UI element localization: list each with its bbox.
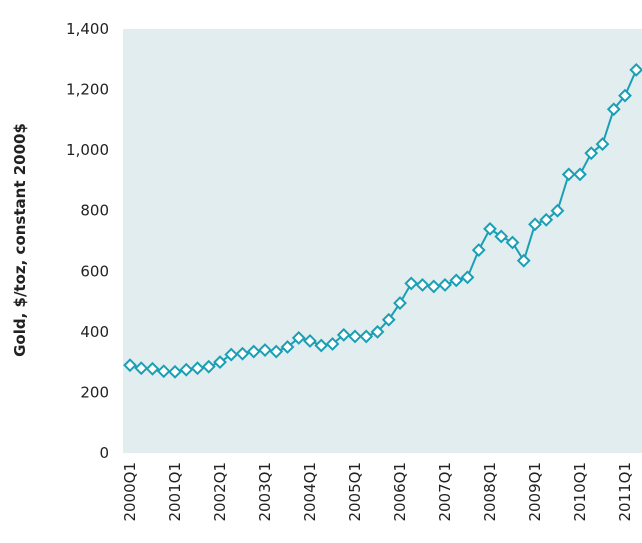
- y-tick-label: 800: [80, 202, 109, 220]
- y-tick-label: 1,200: [66, 81, 109, 99]
- x-tick-label: 2005Q1: [346, 462, 364, 522]
- data-point: [438, 278, 452, 292]
- data-point: [370, 324, 385, 339]
- data-point: [404, 276, 419, 291]
- x-tick-label: 2004Q1: [301, 462, 319, 522]
- data-point: [573, 167, 587, 182]
- x-tick-label: 2000Q1: [121, 462, 139, 522]
- data-point: [516, 253, 531, 268]
- y-tick-label: 400: [80, 323, 109, 341]
- x-tick-label: 2009Q1: [526, 462, 544, 522]
- data-point: [584, 146, 599, 161]
- data-point: [201, 359, 216, 374]
- data-point: [190, 361, 205, 376]
- data-point: [280, 340, 295, 354]
- data-point: [505, 235, 520, 250]
- data-point: [471, 243, 486, 257]
- data-point: [449, 273, 464, 288]
- y-tick-label: 600: [80, 262, 109, 280]
- data-point: [381, 312, 396, 327]
- data-point: [629, 62, 642, 77]
- data-point: [359, 329, 374, 344]
- data-point: [618, 88, 632, 103]
- y-tick-label: 200: [80, 383, 109, 401]
- data-point: [606, 102, 621, 117]
- x-tick-label: 2011Q1: [616, 462, 634, 522]
- y-tick-label: 1,400: [66, 20, 109, 38]
- data-point: [156, 364, 171, 379]
- series-line: [129, 69, 638, 373]
- data-point: [348, 329, 362, 344]
- data-point: [393, 296, 407, 310]
- data-point: [303, 334, 317, 348]
- data-point: [168, 364, 182, 379]
- data-point: [460, 270, 475, 285]
- data-point: [314, 338, 329, 353]
- data-point: [134, 361, 149, 376]
- y-tick-label: 1,000: [66, 141, 109, 159]
- data-point: [179, 362, 194, 377]
- x-tick-label: 2010Q1: [571, 462, 589, 522]
- x-tick-label: 2007Q1: [436, 462, 454, 522]
- data-point: [426, 279, 441, 294]
- y-axis-label: Gold, $/toz, constant 2000$: [11, 123, 29, 357]
- data-point: [224, 347, 239, 362]
- data-point: [528, 217, 542, 232]
- plot-background: [123, 29, 642, 453]
- data-point: [550, 203, 565, 218]
- x-tick-label: 2006Q1: [391, 462, 409, 522]
- data-point: [213, 355, 227, 370]
- data-point: [145, 361, 160, 376]
- x-tick-label: 2003Q1: [256, 462, 274, 522]
- data-point: [561, 167, 576, 182]
- data-point: [246, 344, 261, 359]
- data-point: [258, 343, 272, 357]
- data-point: [494, 229, 509, 244]
- data-point: [325, 337, 340, 351]
- data-point: [235, 346, 250, 361]
- data-point: [269, 344, 284, 359]
- data-point: [123, 358, 137, 373]
- data-point: [336, 327, 351, 342]
- data-point: [291, 331, 306, 345]
- y-tick-label: 0: [99, 444, 109, 462]
- data-point: [483, 221, 497, 236]
- data-point: [595, 137, 610, 151]
- x-tick-label: 2001Q1: [166, 462, 184, 522]
- x-tick-label: 2008Q1: [481, 462, 499, 522]
- data-point: [539, 212, 554, 227]
- data-point: [415, 278, 430, 292]
- x-tick-label: 2002Q1: [211, 462, 229, 522]
